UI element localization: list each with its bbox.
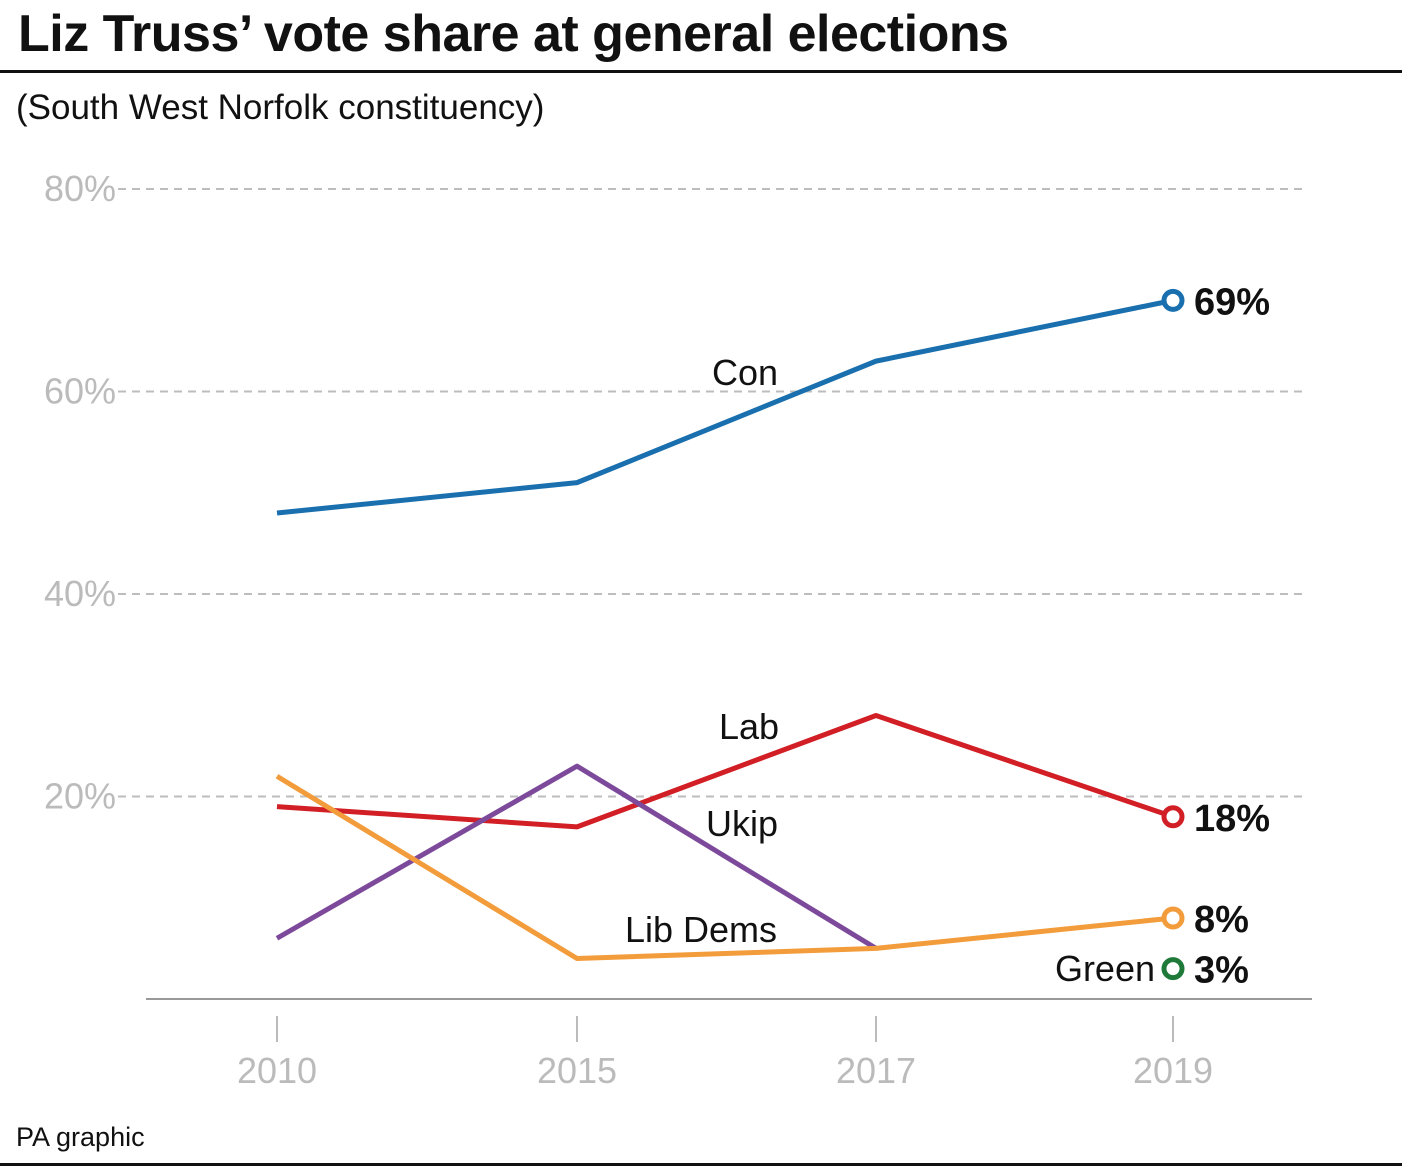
- end-marker-con: [1161, 288, 1185, 312]
- series-line-ukip: [275, 763, 878, 951]
- end-value-green: 3%: [1194, 950, 1249, 992]
- source-credit: PA graphic: [16, 1122, 145, 1152]
- series-label-con: Con: [712, 352, 778, 393]
- end-marker-lib-dems: [1161, 906, 1185, 930]
- y-tick-label: 20%: [44, 776, 116, 817]
- labels: 69% 18% 8% 3% Con Lab Ukip Lib Dems Green: [625, 281, 1270, 991]
- x-tick-label: 2019: [1133, 1050, 1213, 1091]
- series-line-lib-dems: [275, 774, 1174, 961]
- grid-lines: [118, 188, 1305, 798]
- x-tick-label: 2010: [237, 1050, 317, 1091]
- end-marker-green: [1161, 957, 1185, 981]
- axes: 20% 40% 60% 80% 2010 2015 2017 2019: [44, 168, 1312, 1091]
- series-label-lib-dems: Lib Dems: [625, 909, 777, 950]
- series-label-lab: Lab: [719, 706, 779, 747]
- end-value-lib-dems: 8%: [1194, 899, 1249, 941]
- x-tick-label: 2015: [537, 1050, 617, 1091]
- y-tick-label: 60%: [44, 371, 116, 412]
- y-tick-label: 40%: [44, 573, 116, 614]
- series-label-ukip: Ukip: [706, 803, 778, 844]
- end-marker-lab: [1161, 805, 1185, 829]
- series-line-con: [276, 297, 1174, 516]
- series-line-lab: [276, 713, 1174, 830]
- end-value-con: 69%: [1194, 281, 1270, 323]
- title-rule: [0, 70, 1402, 73]
- bottom-rule: [0, 1163, 1402, 1166]
- x-tick-label: 2017: [836, 1050, 916, 1091]
- end-value-lab: 18%: [1194, 798, 1270, 840]
- chart-title: Liz Truss’ vote share at general electio…: [18, 5, 1009, 63]
- series-lines: [275, 288, 1185, 981]
- chart-subtitle: (South West Norfolk constituency): [16, 88, 545, 127]
- y-tick-label: 80%: [44, 168, 116, 209]
- series-label-green: Green: [1055, 948, 1155, 989]
